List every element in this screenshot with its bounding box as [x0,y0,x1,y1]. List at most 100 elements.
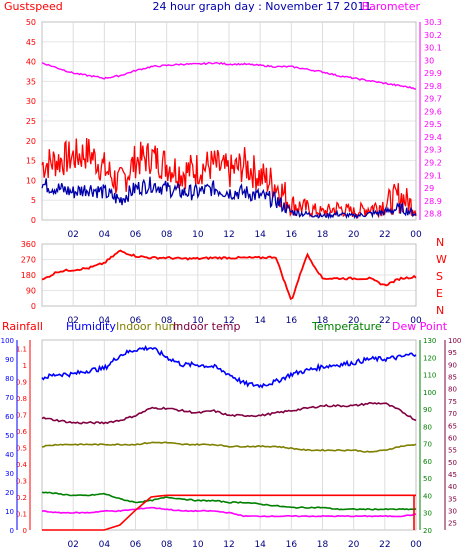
temp-axis-tick: 110 [423,372,436,380]
indoor-temp-axis-tick: 100 [448,337,461,345]
title: 24 hour graph day : November 17 2011 [152,0,371,13]
dir-xtick: 00 [410,316,422,326]
dir-axis-tick: 90 [26,287,36,296]
indoor-temp-axis-tick: 60 [448,434,457,442]
rain-axis-tick: 0.1 [16,510,27,518]
dir-xtick: 12 [223,316,234,326]
indoor-temp-axis-tick: 95 [448,349,457,357]
climate-xtick: 18 [317,540,329,550]
dir-xtick: 02 [67,316,78,326]
indoor-temp-axis-tick: 50 [448,459,457,467]
climate-xtick: 20 [348,540,360,550]
label-rainfall: Rainfall [2,320,43,333]
wind-xtick: 14 [254,230,266,240]
baro-axis-tick: 29.4 [424,133,442,142]
wind-xtick: 18 [317,230,329,240]
label-indoor-temp: Indoor temp [173,320,240,333]
dir-xtick: 22 [379,316,390,326]
label-dewpoint: Dew Point [392,320,448,333]
gust-axis-tick: 30 [26,97,36,106]
temp-axis-tick: 120 [423,354,436,362]
gust-label: Gustspeed [4,0,63,13]
climate-xtick: 12 [223,540,234,550]
gust-axis-tick: 5 [31,196,36,205]
humidity-axis-tick: 50 [5,432,14,440]
dir-xtick: 14 [254,316,266,326]
baro-axis-tick: 29.3 [424,146,442,155]
temp-axis-tick: 40 [423,492,432,500]
indoor-temp-axis-tick: 45 [448,471,457,479]
humidity-axis-tick: 90 [5,356,14,364]
gust-axis-tick: 40 [26,58,36,67]
temp-axis-tick: 100 [423,389,436,397]
climate-xtick: 08 [161,540,173,550]
dir-xtick: 06 [130,316,142,326]
gust-axis-tick: 35 [26,77,36,86]
indoor-temp-axis-tick: 65 [448,422,457,430]
climate-xtick: 04 [99,540,111,550]
baro-axis-tick: 29.7 [424,95,442,104]
humidity-axis-tick: 0 [10,527,14,535]
baro-axis-tick: 28.9 [424,197,442,206]
climate-xtick: 02 [67,540,78,550]
wind-series [41,176,417,220]
dir-axis-tick: 180 [21,271,36,280]
dir-axis-tick: 0 [31,302,36,311]
compass-label: N [436,304,444,317]
climate-xtick: 16 [286,540,298,550]
humidity-axis-tick: 70 [5,394,14,402]
indoor-temp-axis-tick: 70 [448,410,457,418]
baro-axis-tick: 28.8 [424,210,442,219]
rain-axis-tick: 0.8 [16,395,27,403]
rain-axis-tick: 0.9 [16,378,27,386]
indoor-temp-axis-tick: 85 [448,374,457,382]
dir-xtick: 10 [192,316,204,326]
rain-axis-tick: 0.2 [16,494,27,502]
baro-axis-tick: 29.1 [424,171,442,180]
rainfall-series [42,494,416,531]
label-temperature: Temperature [311,320,382,333]
indoor-temp-axis-tick: 35 [448,495,457,503]
rain-axis-tick: 0 [23,527,27,535]
indoor-temp-series [41,401,417,425]
gust-axis-tick: 50 [26,18,36,27]
indoor-temp-axis-tick: 80 [448,386,457,394]
wind-xtick: 22 [379,230,390,240]
wind-xtick: 06 [130,230,142,240]
temp-axis-tick: 80 [423,423,432,431]
dir-axis-tick: 270 [21,256,36,265]
rain-axis-tick: 0.3 [16,477,27,485]
baro-axis-tick: 29.8 [424,82,442,91]
temp-axis-tick: 50 [423,475,432,483]
baro-axis-tick: 29.9 [424,69,442,78]
rain-axis-tick: 0.5 [16,444,27,452]
indoor-temp-axis-tick: 40 [448,483,457,491]
humidity-axis-tick: 40 [5,451,14,459]
label-humidity: Humidity [66,320,116,333]
baro-axis-tick: 29.2 [424,159,442,168]
humidity-axis-tick: 60 [5,413,14,421]
gust-series [41,137,417,220]
gust-axis-tick: 0 [31,216,36,225]
baro-axis-tick: 30.1 [424,44,442,53]
humidity-axis-tick: 100 [1,337,14,345]
indoor-temp-axis-tick: 30 [448,508,457,516]
climate-xtick: 22 [379,540,390,550]
climate-xtick: 06 [130,540,142,550]
wind-xtick: 12 [223,230,234,240]
temp-axis-tick: 30 [423,510,432,518]
rain-axis-tick: 0.4 [16,461,28,469]
temp-axis-tick: 130 [423,337,436,345]
rain-axis-tick: 1 [23,362,27,370]
gust-axis-tick: 25 [26,117,36,126]
gust-axis-tick: 20 [26,137,36,146]
wind-xtick: 10 [192,230,204,240]
climate-xtick: 10 [192,540,204,550]
dewpoint-series [41,506,417,518]
compass-label: E [436,287,443,300]
dir-xtick: 16 [286,316,298,326]
baro-axis-tick: 30.2 [424,31,442,40]
compass-label: S [436,270,443,283]
humidity-axis-tick: 10 [5,508,14,516]
